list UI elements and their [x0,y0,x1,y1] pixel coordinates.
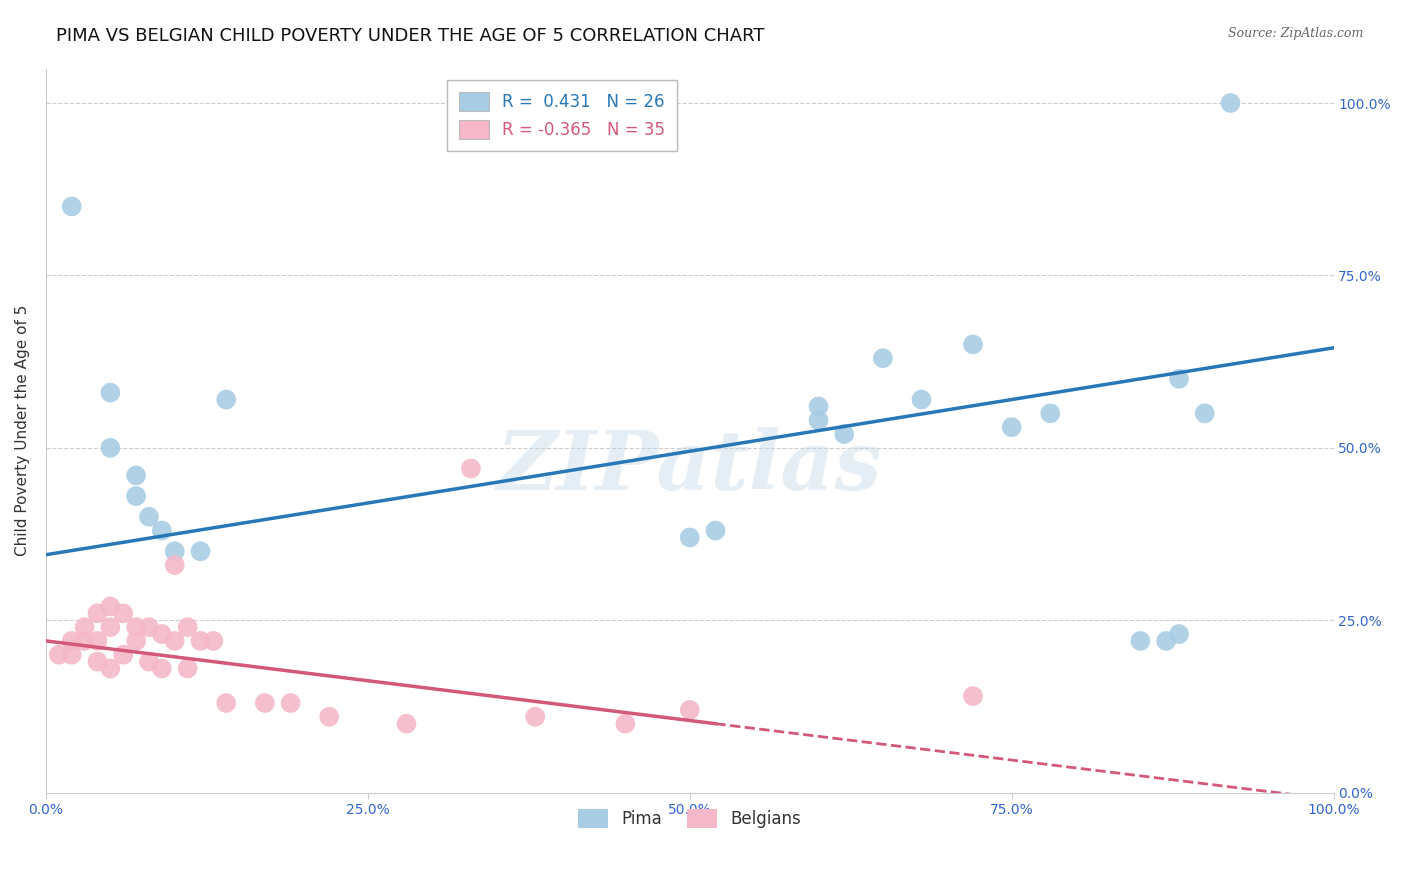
Y-axis label: Child Poverty Under the Age of 5: Child Poverty Under the Age of 5 [15,305,30,557]
Point [679,703,702,717]
Point [48,648,70,662]
Point [60,199,83,213]
Point [807,413,830,427]
Point [98,620,121,634]
Point [1039,406,1062,420]
Point [807,400,830,414]
Point [202,634,225,648]
Point [1001,420,1024,434]
Point [138,655,160,669]
Point [1154,634,1177,648]
Point [112,648,135,662]
Point [150,627,173,641]
Point [60,634,83,648]
Point [1168,372,1191,386]
Point [86,655,108,669]
Text: ZIPatlas: ZIPatlas [496,426,883,507]
Point [150,661,173,675]
Point [138,509,160,524]
Point [704,524,727,538]
Point [150,524,173,538]
Point [86,607,108,621]
Point [98,661,121,675]
Point [125,634,148,648]
Point [60,648,83,662]
Text: PIMA VS BELGIAN CHILD POVERTY UNDER THE AGE OF 5 CORRELATION CHART: PIMA VS BELGIAN CHILD POVERTY UNDER THE … [56,27,765,45]
Point [832,427,855,442]
Point [524,710,547,724]
Point [460,461,482,475]
Point [163,558,186,572]
Point [215,392,238,407]
Point [215,696,238,710]
Text: Source: ZipAtlas.com: Source: ZipAtlas.com [1229,27,1364,40]
Point [962,689,984,703]
Point [98,441,121,455]
Legend: Pima, Belgians: Pima, Belgians [571,803,808,835]
Point [679,531,702,545]
Point [614,716,637,731]
Point [98,385,121,400]
Point [125,620,148,634]
Point [1168,627,1191,641]
Point [163,544,186,558]
Point [98,599,121,614]
Point [112,607,135,621]
Point [1219,95,1241,110]
Point [86,634,108,648]
Point [910,392,932,407]
Point [190,544,212,558]
Point [962,337,984,351]
Point [138,620,160,634]
Point [176,620,198,634]
Point [125,489,148,503]
Point [1129,634,1152,648]
Point [190,634,212,648]
Point [280,696,302,710]
Point [125,468,148,483]
Point [176,661,198,675]
Point [73,620,96,634]
Point [73,634,96,648]
Point [1194,406,1216,420]
Point [318,710,340,724]
Point [872,351,894,366]
Point [253,696,276,710]
Point [395,716,418,731]
Point [163,634,186,648]
